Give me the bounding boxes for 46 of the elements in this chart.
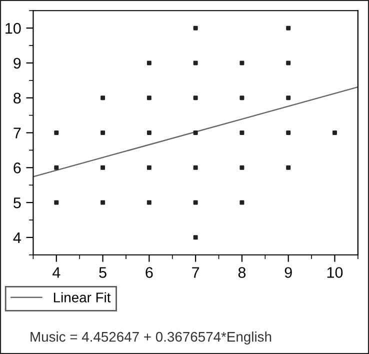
point: [100, 200, 106, 205]
point: [146, 165, 152, 170]
point: [193, 165, 198, 170]
point: [286, 96, 291, 100]
point: [193, 26, 198, 30]
point: [193, 60, 198, 66]
point: [54, 165, 59, 170]
text: Music = 4.452647 + 0.3676574*English: [30, 332, 272, 344]
x-tick-label: 4: [52, 267, 60, 278]
point: [240, 130, 244, 135]
y-tick-label: 7: [14, 128, 21, 138]
point: [146, 60, 152, 66]
legend-label: Linear Fit: [54, 292, 111, 302]
point: [146, 96, 152, 100]
point: [100, 96, 106, 100]
point: [54, 130, 59, 135]
point: [286, 60, 291, 66]
x-tick-label: 7: [192, 267, 200, 278]
point: [240, 60, 244, 66]
y-tick-label: 5: [14, 198, 21, 208]
x-tick-label: 8: [238, 267, 246, 278]
y-tick-label: 10: [6, 22, 21, 34]
point: [146, 130, 152, 135]
point: [286, 130, 291, 135]
y-tick-label: 9: [14, 58, 21, 69]
y-tick-label: 4: [13, 232, 21, 243]
y-tick-label: 8: [14, 92, 21, 104]
x-tick-label: 9: [284, 267, 292, 278]
x-tick-label: 10: [327, 267, 343, 278]
point: [240, 200, 244, 205]
point: [100, 165, 106, 170]
point: [193, 130, 198, 135]
point: [193, 96, 198, 100]
x-tick-label: 5: [99, 267, 106, 278]
x-tick-label: 6: [146, 267, 153, 278]
point: [240, 96, 244, 100]
point: [54, 200, 59, 205]
point: [240, 165, 244, 170]
point: [193, 200, 198, 205]
point: [193, 235, 198, 240]
point: [286, 165, 291, 170]
point: [332, 130, 337, 135]
point: [146, 200, 152, 205]
point: [100, 130, 106, 135]
y-tick-label: 6: [14, 162, 21, 174]
point: [286, 26, 291, 30]
